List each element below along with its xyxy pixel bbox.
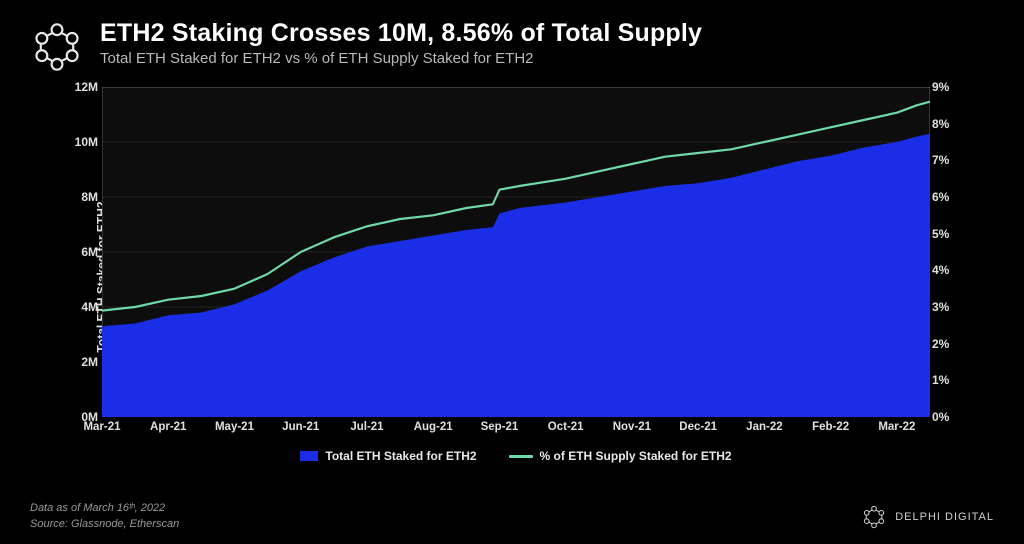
y-right-tick: 9%: [932, 80, 949, 94]
x-tick: Sep-21: [481, 421, 519, 433]
x-tick: Oct-21: [548, 421, 584, 433]
header: ETH2 Staking Crosses 10M, 8.56% of Total…: [30, 18, 994, 79]
y-right-tick: 4%: [932, 263, 949, 277]
chart-card: ETH2 Staking Crosses 10M, 8.56% of Total…: [0, 0, 1024, 544]
footer-source: Source: Glassnode, Etherscan: [30, 517, 179, 532]
y-right-tick: 7%: [932, 153, 949, 167]
x-tick: Aug-21: [414, 421, 453, 433]
footer: Data as of March 16ᵗʰ, 2022 Source: Glas…: [30, 501, 179, 532]
x-tick: May-21: [215, 421, 254, 433]
y-left-tick: 8M: [81, 190, 98, 204]
y-left-tick: 12M: [75, 80, 98, 94]
x-tick: Apr-21: [150, 421, 186, 433]
x-axis-ticks: Mar-21Apr-21May-21Jun-21Jul-21Aug-21Sep-…: [102, 421, 930, 437]
x-tick: Feb-22: [812, 421, 849, 433]
y-right-tick: 6%: [932, 190, 949, 204]
x-tick: Mar-21: [83, 421, 120, 433]
x-tick: Mar-22: [878, 421, 915, 433]
x-tick: Jun-21: [282, 421, 319, 433]
y-left-tick: 6M: [81, 245, 98, 259]
brand-logo-icon: [30, 20, 84, 79]
x-tick: Jul-21: [350, 421, 383, 433]
chart-title: ETH2 Staking Crosses 10M, 8.56% of Total…: [100, 18, 702, 48]
y-right-tick: 0%: [932, 410, 949, 424]
legend-label-line: % of ETH Supply Staked for ETH2: [540, 449, 732, 463]
footer-as-of: Data as of March 16ᵗʰ, 2022: [30, 501, 179, 516]
plot: [102, 87, 930, 417]
legend-swatch-line: [509, 455, 533, 458]
y-right-tick: 1%: [932, 373, 949, 387]
y-left-tick: 10M: [75, 135, 98, 149]
brand-footer: DELPHI DIGITAL: [861, 504, 994, 530]
x-tick: Dec-21: [679, 421, 717, 433]
title-block: ETH2 Staking Crosses 10M, 8.56% of Total…: [100, 18, 702, 67]
x-tick: Nov-21: [613, 421, 651, 433]
legend-label-area: Total ETH Staked for ETH2: [325, 449, 476, 463]
y-left-tick: 4M: [81, 300, 98, 314]
legend-item-line: % of ETH Supply Staked for ETH2: [509, 449, 732, 463]
y-left-tick: 2M: [81, 355, 98, 369]
legend: Total ETH Staked for ETH2 % of ETH Suppl…: [102, 449, 930, 463]
chart-area: Total ETH Staked for ETH2 % of ETH Suppl…: [30, 87, 994, 467]
chart-subtitle: Total ETH Staked for ETH2 vs % of ETH Su…: [100, 50, 702, 67]
y-axis-left-ticks: 0M2M4M6M8M10M12M: [68, 87, 98, 417]
y-right-tick: 2%: [932, 337, 949, 351]
brand-footer-icon: [861, 504, 887, 530]
x-tick: Jan-22: [746, 421, 782, 433]
y-right-tick: 3%: [932, 300, 949, 314]
y-right-tick: 8%: [932, 117, 949, 131]
y-right-tick: 5%: [932, 227, 949, 241]
brand-footer-text: DELPHI DIGITAL: [895, 511, 994, 523]
y-axis-right-ticks: 0%1%2%3%4%5%6%7%8%9%: [932, 87, 958, 417]
legend-swatch-area: [300, 451, 318, 461]
legend-item-area: Total ETH Staked for ETH2: [300, 449, 476, 463]
